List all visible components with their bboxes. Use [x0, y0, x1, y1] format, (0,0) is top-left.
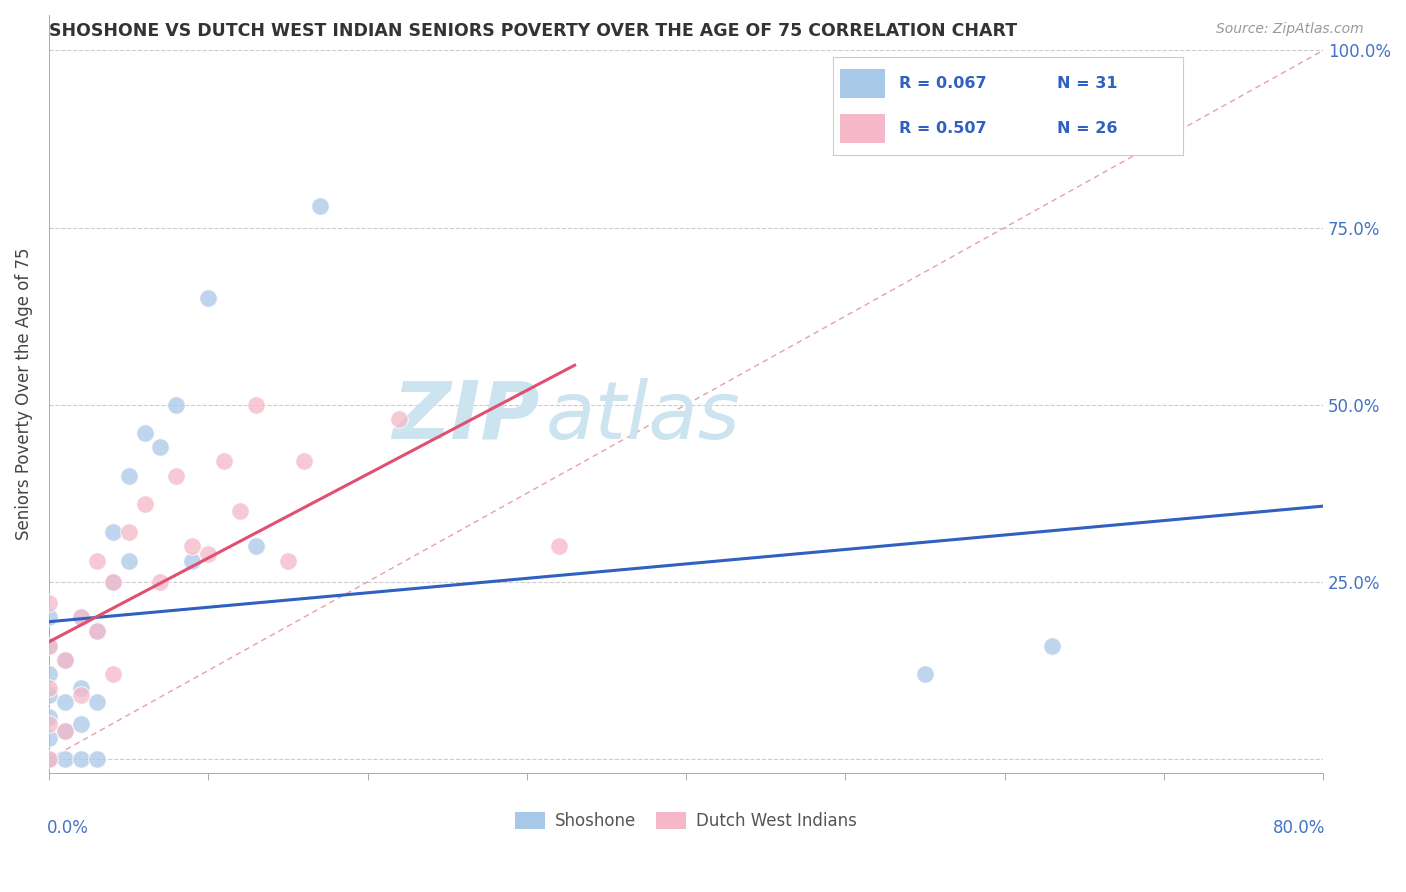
Text: SHOSHONE VS DUTCH WEST INDIAN SENIORS POVERTY OVER THE AGE OF 75 CORRELATION CHA: SHOSHONE VS DUTCH WEST INDIAN SENIORS PO…: [49, 22, 1018, 40]
Point: [229, 504, 252, 518]
Point: [38, 681, 60, 695]
Point: [38, 610, 60, 624]
Legend: Shoshone, Dutch West Indians: Shoshone, Dutch West Indians: [509, 805, 863, 837]
Point: [308, 199, 330, 213]
Point: [134, 426, 156, 441]
Point: [86, 695, 108, 709]
Point: [165, 468, 187, 483]
Point: [117, 468, 139, 483]
Text: ZIP: ZIP: [392, 378, 540, 456]
Point: [69, 688, 91, 702]
Point: [1040, 639, 1063, 653]
Point: [914, 667, 936, 681]
Point: [38, 639, 60, 653]
Point: [149, 440, 172, 454]
Point: [38, 716, 60, 731]
Point: [86, 624, 108, 639]
Point: [38, 667, 60, 681]
Point: [38, 752, 60, 766]
Point: [277, 553, 299, 567]
Text: Source: ZipAtlas.com: Source: ZipAtlas.com: [1216, 22, 1364, 37]
Text: atlas: atlas: [546, 378, 741, 456]
Point: [181, 540, 204, 554]
Point: [53, 653, 76, 667]
Point: [69, 610, 91, 624]
Point: [86, 752, 108, 766]
Point: [212, 454, 235, 468]
Point: [38, 688, 60, 702]
Point: [38, 731, 60, 745]
Point: [181, 553, 204, 567]
Point: [245, 398, 267, 412]
Point: [38, 639, 60, 653]
Point: [117, 553, 139, 567]
Y-axis label: Seniors Poverty Over the Age of 75: Seniors Poverty Over the Age of 75: [15, 248, 32, 541]
Text: 0.0%: 0.0%: [46, 819, 89, 837]
Point: [101, 574, 124, 589]
Text: 80.0%: 80.0%: [1274, 819, 1326, 837]
Point: [547, 540, 569, 554]
Point: [197, 292, 219, 306]
Point: [101, 525, 124, 540]
Point: [165, 398, 187, 412]
Point: [149, 574, 172, 589]
Point: [38, 752, 60, 766]
Point: [69, 752, 91, 766]
Point: [245, 540, 267, 554]
Point: [197, 547, 219, 561]
Point: [134, 497, 156, 511]
Point: [117, 525, 139, 540]
Point: [53, 752, 76, 766]
Point: [86, 553, 108, 567]
Point: [53, 695, 76, 709]
Point: [53, 723, 76, 738]
Point: [69, 681, 91, 695]
Point: [69, 716, 91, 731]
Point: [101, 574, 124, 589]
Point: [53, 723, 76, 738]
Point: [38, 596, 60, 610]
Point: [292, 454, 315, 468]
Point: [53, 653, 76, 667]
Point: [86, 624, 108, 639]
Point: [38, 709, 60, 723]
Point: [69, 610, 91, 624]
Point: [388, 412, 411, 426]
Point: [101, 667, 124, 681]
